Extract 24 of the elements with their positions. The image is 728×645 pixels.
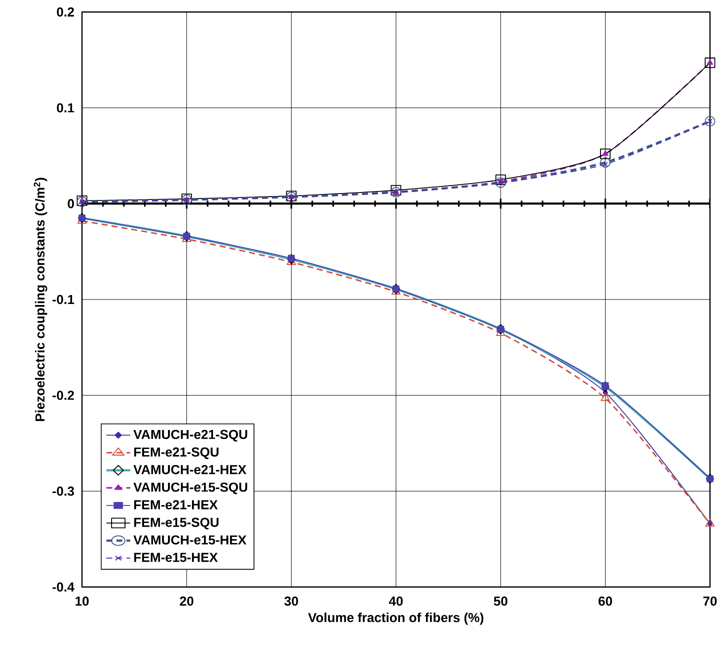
y-axis-title: Piezoelectric coupling constants (C/m$^{2}$) [34, 178, 48, 421]
y-tick-label: 0.2 [56, 7, 74, 17]
y-tick-label: -0.3 [52, 486, 74, 496]
y-tick-label: -0.1 [52, 294, 74, 304]
legend-label: VAMUCH-e21-HEX [133, 465, 246, 474]
legend-label: VAMUCH-e15-SQU [133, 482, 248, 494]
legend-label: FEM-e15-SQU [134, 518, 219, 530]
y-tick-label: 0.1 [56, 103, 74, 112]
x-tick-label: 20 [180, 596, 194, 606]
legend-label: FEM-e21-SQU [134, 447, 219, 460]
x-tick-label: 70 [703, 596, 717, 606]
y-tick-label: 0 [68, 199, 74, 208]
y-tick-label: -0.2 [52, 390, 74, 400]
x-tick-label: 30 [284, 596, 298, 606]
x-tick-label: 10 [76, 596, 89, 606]
y-tick-label: -0.4 [52, 582, 74, 592]
x-tick-label: 60 [598, 596, 612, 606]
legend-label: FEM-e15-HEX [134, 552, 218, 562]
x-tick-label: 40 [388, 596, 403, 606]
legend-label: VAMUCH-e21-SQU [133, 430, 248, 442]
legend-label: FEM-e21-HEX [134, 500, 218, 510]
x-axis-title: Volume fraction of fibers (%) [308, 612, 484, 625]
legend-label: VAMUCH-e15-HEX [133, 535, 246, 545]
x-tick-label: 50 [494, 596, 508, 606]
